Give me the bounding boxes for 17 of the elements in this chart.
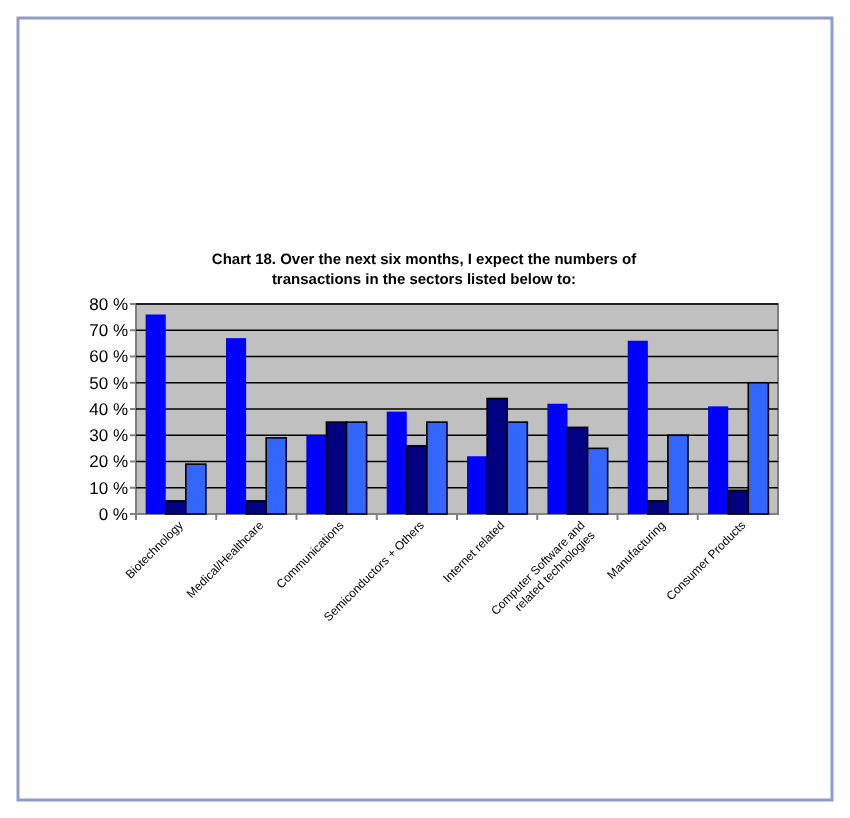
y-tick-label: 60 % — [89, 346, 129, 367]
y-tick-label: 80 % — [89, 293, 129, 314]
bar — [708, 406, 729, 514]
y-tick-label: 30 % — [89, 425, 129, 446]
y-tick-label: 0 % — [98, 503, 129, 524]
y-tick-label: 20 % — [89, 451, 129, 472]
y-tick-label: 40 % — [89, 398, 129, 419]
bar — [547, 403, 568, 514]
bar — [627, 340, 648, 514]
y-tick-label: 10 % — [89, 477, 129, 498]
bar — [225, 338, 247, 514]
y-tick-label: 70 % — [89, 320, 129, 341]
bar — [386, 411, 407, 514]
bar — [467, 456, 488, 514]
bar — [306, 435, 327, 514]
bar — [145, 314, 166, 514]
y-tick-label: 50 % — [89, 372, 129, 393]
